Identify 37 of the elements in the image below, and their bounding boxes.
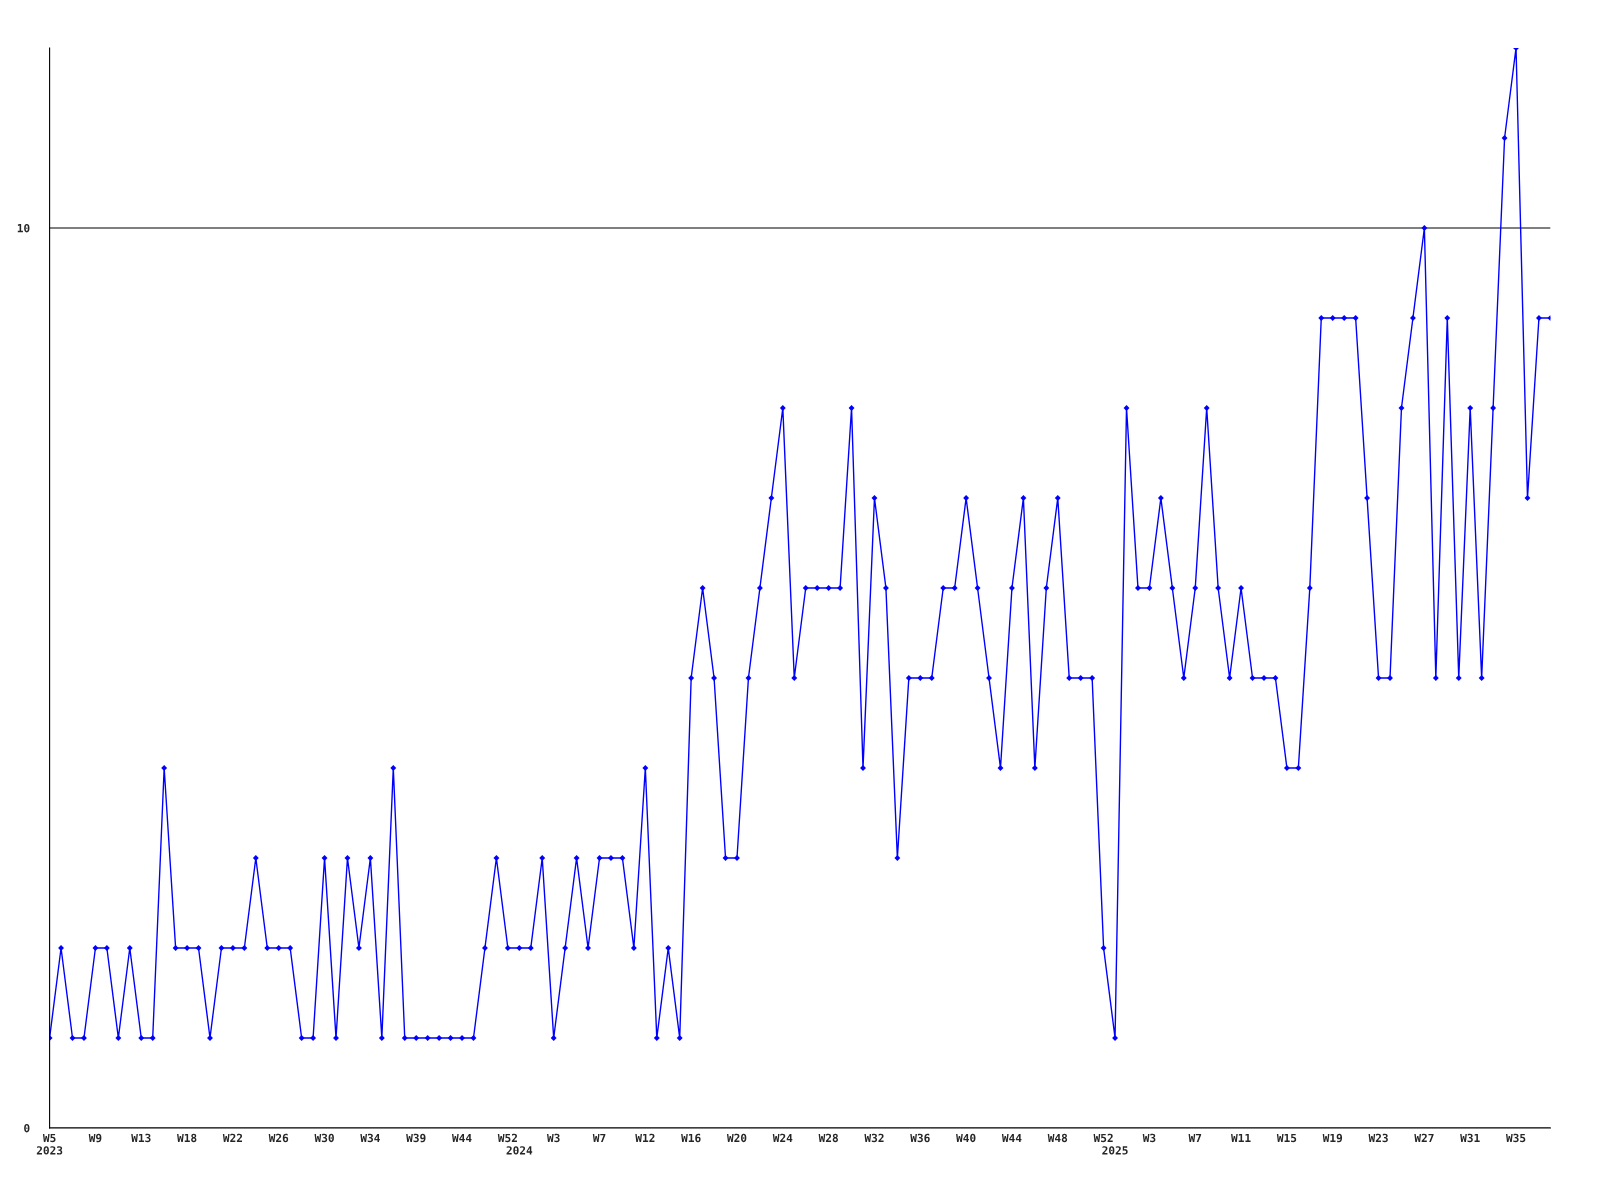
x-tick-label: W26	[268, 1133, 289, 1143]
x-tick-label: W32	[864, 1133, 884, 1143]
x-tick-label: W18	[177, 1133, 197, 1143]
x-tick-label: W23	[1368, 1133, 1388, 1143]
x-tick-label: W13	[131, 1133, 151, 1143]
x-tick-label: 2024	[506, 1146, 533, 1155]
x-tick-label: W5 2023	[36, 1133, 63, 1155]
x-tick-label: W12	[635, 1133, 655, 1142]
x-tick-label: W22	[222, 1133, 243, 1142]
x-tick-label: W16	[681, 1133, 701, 1143]
x-tick-label: W31	[1460, 1133, 1480, 1143]
x-tick-label: W40	[956, 1133, 976, 1143]
x-tick-label: W19	[1322, 1133, 1343, 1143]
x-tick-label: W15	[1276, 1133, 1297, 1143]
x-tick-label: W52	[1093, 1133, 1113, 1143]
x-tick-label: W52	[497, 1133, 517, 1143]
x-tick-label: W7	[1188, 1133, 1202, 1142]
x-tick-label: W20	[726, 1133, 747, 1143]
x-tick-label: W24	[772, 1133, 793, 1142]
x-tick-label: W48	[1047, 1133, 1068, 1143]
x-tick-label: W35	[1506, 1133, 1526, 1143]
x-tick-label: W30	[314, 1133, 334, 1143]
x-tick-label: W28	[818, 1133, 838, 1143]
x-tick-label: W7	[592, 1133, 606, 1142]
x-tick-label: W27	[1414, 1133, 1434, 1142]
y-tick-label: 0	[24, 1123, 30, 1133]
x-tick-label: W11	[1231, 1133, 1251, 1142]
x-tick-label: W3	[1142, 1133, 1156, 1143]
x-tick-label: W34	[360, 1133, 380, 1143]
y-tick-label: 10	[17, 223, 30, 233]
x-tick-label: W44	[452, 1133, 472, 1142]
x-tick-label: W36	[910, 1133, 930, 1143]
x-tick-label: W9	[88, 1133, 102, 1143]
x-tick-label: W44	[1001, 1133, 1022, 1142]
x-tick-label: W3	[547, 1133, 560, 1143]
x-tick-label: W39	[406, 1133, 426, 1143]
x-tick-label: 2025	[1102, 1146, 1128, 1155]
